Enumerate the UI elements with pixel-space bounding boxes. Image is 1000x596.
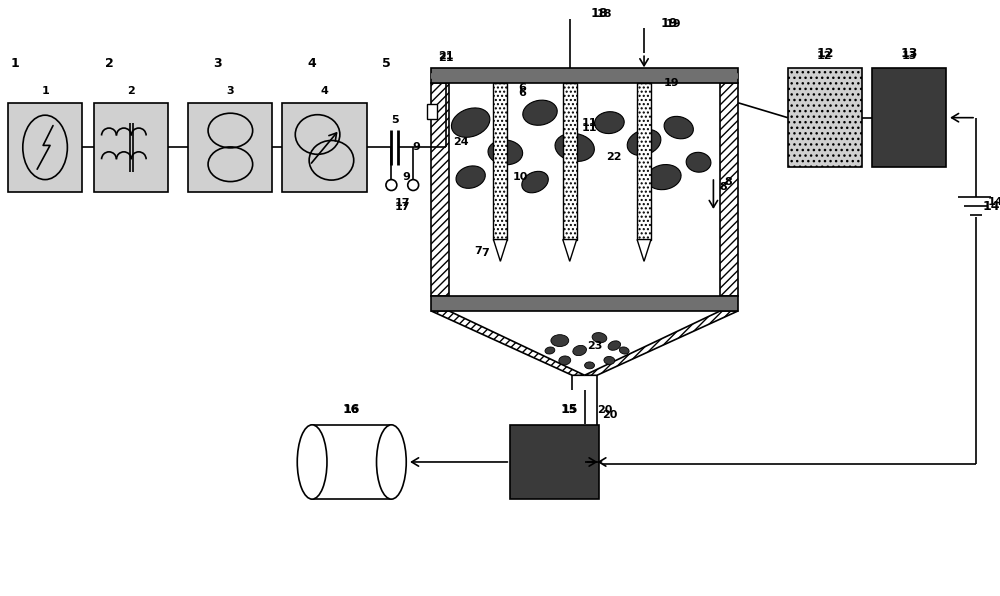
Polygon shape <box>637 240 651 261</box>
Text: 8: 8 <box>719 182 727 192</box>
Ellipse shape <box>559 356 571 365</box>
Text: 5: 5 <box>382 57 391 70</box>
Text: 21: 21 <box>438 53 454 63</box>
Ellipse shape <box>555 134 594 162</box>
Text: 7: 7 <box>482 249 489 259</box>
Polygon shape <box>563 240 577 261</box>
Text: 17: 17 <box>395 202 410 212</box>
Bar <box>563 83 577 240</box>
Text: 16: 16 <box>343 403 360 417</box>
Text: 24: 24 <box>453 138 469 147</box>
Bar <box>431 296 738 311</box>
Ellipse shape <box>488 140 523 164</box>
Text: 4: 4 <box>308 57 316 70</box>
Text: 20: 20 <box>597 405 612 415</box>
Text: 5: 5 <box>391 114 399 125</box>
Ellipse shape <box>595 111 624 134</box>
Bar <box>8 103 82 192</box>
Ellipse shape <box>619 347 629 354</box>
Text: 21: 21 <box>438 51 454 61</box>
Text: 17: 17 <box>395 198 410 208</box>
Text: 3: 3 <box>227 86 234 96</box>
Ellipse shape <box>627 129 661 156</box>
Ellipse shape <box>604 356 615 364</box>
Bar <box>720 83 738 296</box>
Polygon shape <box>431 311 585 375</box>
Text: 15: 15 <box>561 403 578 417</box>
Ellipse shape <box>523 100 557 125</box>
Text: 4: 4 <box>321 86 328 96</box>
Text: 11: 11 <box>582 117 597 128</box>
Text: 13: 13 <box>900 46 918 60</box>
Ellipse shape <box>377 425 406 499</box>
Text: 16: 16 <box>344 405 360 415</box>
Bar <box>788 68 862 167</box>
Text: 19: 19 <box>664 78 679 88</box>
Text: 6: 6 <box>518 83 526 93</box>
Bar <box>431 83 449 296</box>
Text: 20: 20 <box>602 410 617 420</box>
Bar <box>872 68 946 167</box>
Polygon shape <box>584 311 738 375</box>
Text: 1: 1 <box>41 86 49 96</box>
Text: 2: 2 <box>127 86 135 96</box>
Ellipse shape <box>451 108 490 137</box>
Text: 18: 18 <box>591 7 608 20</box>
Ellipse shape <box>297 425 327 499</box>
Text: 19: 19 <box>660 17 678 30</box>
Text: 19: 19 <box>666 18 682 29</box>
Polygon shape <box>493 240 507 261</box>
Bar <box>493 83 507 240</box>
Text: 11: 11 <box>582 123 597 132</box>
Bar <box>427 104 437 119</box>
Text: 23: 23 <box>587 340 602 350</box>
Text: 22: 22 <box>607 153 622 162</box>
Text: 12: 12 <box>817 51 833 61</box>
Bar <box>188 103 272 192</box>
Text: 1: 1 <box>10 57 19 70</box>
Ellipse shape <box>686 153 711 172</box>
Ellipse shape <box>592 333 607 343</box>
Bar <box>312 425 391 499</box>
Text: 13: 13 <box>901 51 917 61</box>
Ellipse shape <box>664 116 693 139</box>
Bar <box>637 83 651 240</box>
Ellipse shape <box>608 341 621 350</box>
Ellipse shape <box>551 335 569 346</box>
Text: 14: 14 <box>988 197 1000 207</box>
Ellipse shape <box>522 171 548 193</box>
Text: 6: 6 <box>518 88 526 98</box>
Text: 14: 14 <box>982 200 1000 213</box>
Text: 3: 3 <box>214 57 222 70</box>
Ellipse shape <box>456 166 485 188</box>
Ellipse shape <box>545 347 555 354</box>
Text: 15: 15 <box>562 405 577 415</box>
Text: 7: 7 <box>475 246 482 256</box>
Bar <box>510 425 599 499</box>
Ellipse shape <box>573 346 586 356</box>
Bar <box>282 103 367 192</box>
Ellipse shape <box>647 164 681 190</box>
Bar <box>431 68 738 83</box>
Text: 9: 9 <box>402 172 410 182</box>
Text: 12: 12 <box>816 46 834 60</box>
Ellipse shape <box>585 362 595 369</box>
Text: 9: 9 <box>412 142 420 153</box>
Text: 2: 2 <box>105 57 113 70</box>
Text: 8: 8 <box>724 177 732 187</box>
Text: 10: 10 <box>513 172 528 182</box>
Text: 18: 18 <box>597 8 612 18</box>
Bar <box>94 103 168 192</box>
